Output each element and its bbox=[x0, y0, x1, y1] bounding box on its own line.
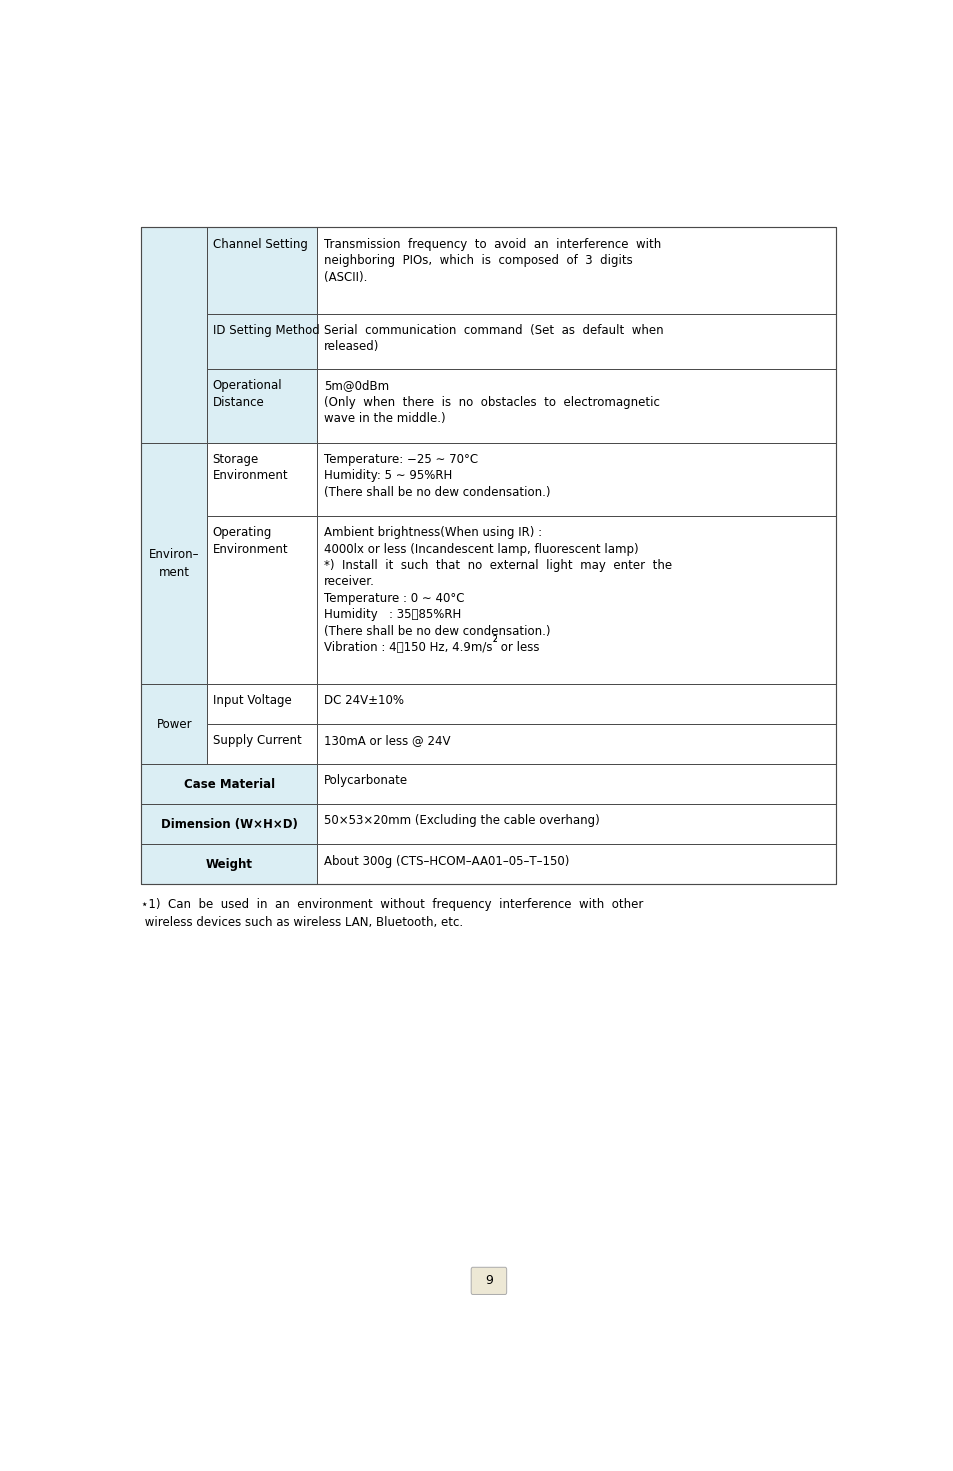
Text: 4000lx or less (Incandescent lamp, fluorescent lamp): 4000lx or less (Incandescent lamp, fluor… bbox=[324, 543, 638, 556]
Bar bbox=[141, 844, 317, 884]
Bar bbox=[207, 369, 317, 443]
Text: (Only  when  there  is  no  obstacles  to  electromagnetic: (Only when there is no obstacles to elec… bbox=[324, 396, 659, 409]
FancyBboxPatch shape bbox=[471, 1268, 506, 1294]
Text: 130mA or less @ 24V: 130mA or less @ 24V bbox=[324, 734, 450, 747]
Text: (There shall be no dew condensation.): (There shall be no dew condensation.) bbox=[324, 625, 550, 637]
Text: Channel Setting: Channel Setting bbox=[213, 238, 307, 250]
Bar bbox=[317, 369, 836, 443]
Text: Humidity   : 35～85%RH: Humidity : 35～85%RH bbox=[324, 608, 460, 621]
Text: Operational
Distance: Operational Distance bbox=[213, 380, 282, 409]
Bar bbox=[207, 724, 317, 765]
Bar bbox=[207, 228, 317, 313]
Text: Power: Power bbox=[156, 718, 193, 731]
Bar bbox=[141, 228, 207, 443]
Bar bbox=[141, 684, 207, 765]
Bar bbox=[317, 684, 836, 724]
Text: receiver.: receiver. bbox=[324, 575, 375, 588]
Text: 2: 2 bbox=[492, 635, 497, 644]
Bar bbox=[317, 516, 836, 684]
Text: Transmission  frequency  to  avoid  an  interference  with: Transmission frequency to avoid an inter… bbox=[324, 238, 660, 250]
Text: 5m@0dBm: 5m@0dBm bbox=[324, 380, 389, 393]
Bar bbox=[317, 228, 836, 313]
Text: (There shall be no dew condensation.): (There shall be no dew condensation.) bbox=[324, 485, 550, 499]
Bar bbox=[207, 313, 317, 369]
Bar bbox=[207, 443, 317, 516]
Text: Polycarbonate: Polycarbonate bbox=[324, 774, 408, 787]
Text: Humidity: 5 ∼ 95%RH: Humidity: 5 ∼ 95%RH bbox=[324, 469, 452, 482]
Text: Storage
Environment: Storage Environment bbox=[213, 453, 288, 482]
Text: ID Setting Method: ID Setting Method bbox=[213, 324, 319, 337]
Text: Operating
Environment: Operating Environment bbox=[213, 527, 288, 556]
Text: Dimension (W×H×D): Dimension (W×H×D) bbox=[161, 818, 297, 831]
Text: *)  Install  it  such  that  no  external  light  may  enter  the: *) Install it such that no external ligh… bbox=[324, 559, 671, 572]
Bar bbox=[317, 724, 836, 765]
Bar bbox=[317, 765, 836, 805]
Text: Serial  communication  command  (Set  as  default  when: Serial communication command (Set as def… bbox=[324, 324, 663, 337]
Bar bbox=[207, 516, 317, 684]
Bar bbox=[317, 844, 836, 884]
Bar bbox=[141, 805, 317, 844]
Text: 9: 9 bbox=[484, 1274, 493, 1287]
Text: DC 24V±10%: DC 24V±10% bbox=[324, 694, 403, 708]
Text: Input Voltage: Input Voltage bbox=[213, 694, 291, 708]
Text: ⋆1)  Can  be  used  in  an  environment  without  frequency  interference  with : ⋆1) Can be used in an environment withou… bbox=[141, 897, 643, 930]
Text: Ambient brightness(When using IR) :: Ambient brightness(When using IR) : bbox=[324, 527, 541, 538]
Text: released): released) bbox=[324, 340, 379, 353]
Text: About 300g (CTS–HCOM–AA01–05–T–150): About 300g (CTS–HCOM–AA01–05–T–150) bbox=[324, 855, 569, 868]
Text: Vibration : 4～150 Hz, 4.9m/s: Vibration : 4～150 Hz, 4.9m/s bbox=[324, 641, 492, 655]
Text: Temperature : 0 ∼ 40°C: Temperature : 0 ∼ 40°C bbox=[324, 591, 464, 605]
Text: 2: 2 bbox=[492, 635, 497, 644]
Bar bbox=[141, 228, 836, 884]
Text: Environ–
ment: Environ– ment bbox=[149, 547, 199, 578]
Text: wave in the middle.): wave in the middle.) bbox=[324, 412, 445, 425]
Text: Weight: Weight bbox=[206, 858, 253, 871]
Text: or less: or less bbox=[497, 641, 539, 655]
Text: Supply Current: Supply Current bbox=[213, 734, 301, 747]
Text: Case Material: Case Material bbox=[184, 778, 274, 791]
Text: Temperature: −25 ∼ 70°C: Temperature: −25 ∼ 70°C bbox=[324, 453, 477, 466]
Bar bbox=[141, 443, 207, 684]
Bar bbox=[317, 313, 836, 369]
Text: 50×53×20mm (Excluding the cable overhang): 50×53×20mm (Excluding the cable overhang… bbox=[324, 815, 599, 828]
Text: (ASCII).: (ASCII). bbox=[324, 271, 367, 284]
Bar bbox=[207, 684, 317, 724]
Bar bbox=[141, 765, 317, 805]
Bar bbox=[317, 805, 836, 844]
Text: neighboring  PIOs,  which  is  composed  of  3  digits: neighboring PIOs, which is composed of 3… bbox=[324, 254, 632, 268]
Bar bbox=[317, 443, 836, 516]
